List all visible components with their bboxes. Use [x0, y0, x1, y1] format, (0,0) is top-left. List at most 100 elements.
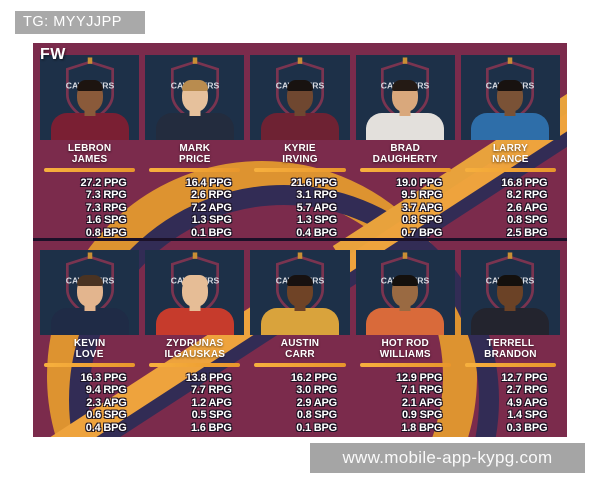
- player-photo: CAVALIERS: [250, 55, 350, 140]
- player-avatar: [461, 78, 560, 140]
- stat-value: 16.8 PPG: [501, 176, 548, 189]
- stat-value: 0.4 BPG: [296, 226, 337, 239]
- player-jersey: [50, 113, 129, 140]
- player-hair: [181, 275, 208, 286]
- player-hair: [392, 275, 419, 286]
- player-jersey: [261, 308, 339, 335]
- tg-watermark-badge: TG: MYYJJPP: [15, 11, 145, 34]
- player-neck: [84, 303, 96, 311]
- player-jersey: [366, 308, 445, 335]
- player-jersey: [366, 113, 445, 140]
- gold-underline: [43, 168, 136, 172]
- player-photo: CAVALIERS: [250, 250, 350, 335]
- player-name: TERRELL BRANDON: [461, 338, 560, 360]
- stat-value: 9.5 RPG: [401, 189, 443, 202]
- stat-value: 2.6 APG: [507, 201, 548, 214]
- player-last-name: PRICE: [179, 154, 211, 165]
- gold-underline: [43, 363, 136, 367]
- gold-underline: [149, 168, 241, 172]
- stat-value: 1.3 SPG: [296, 214, 337, 227]
- player-first-name: HOT ROD: [381, 338, 429, 349]
- stat-value: 16.4 PPG: [185, 176, 232, 189]
- stat-value: 0.3 BPG: [506, 421, 548, 434]
- player-hair: [497, 80, 524, 91]
- stat-value: 0.5 SPG: [191, 409, 232, 422]
- player-stats: 12.9 PPG 7.1 RPG 2.1 APG 0.9 SPG 1.8 BPG: [368, 372, 442, 435]
- player-neck: [84, 108, 96, 116]
- gold-underline: [149, 363, 241, 367]
- stat-value: 3.7 APG: [401, 201, 443, 214]
- player-card: CAVALIERS ZYDRUNAS ILGAUSKAS 13.8 PPG7.7…: [145, 250, 245, 434]
- player-hair: [287, 275, 313, 286]
- stat-value: 0.6 SPG: [86, 409, 127, 422]
- stat-value: 27.2 PPG: [80, 176, 127, 189]
- stat-value: 1.4 SPG: [507, 409, 548, 422]
- player-jersey: [471, 113, 550, 140]
- stat-value: 0.8 SPG: [296, 409, 337, 422]
- stat-value: 1.2 APG: [191, 396, 232, 409]
- player-hair: [497, 275, 524, 286]
- gold-underline: [254, 363, 346, 367]
- player-hair: [287, 80, 313, 91]
- stat-value: 0.7 BPG: [401, 226, 443, 239]
- stat-value: 2.3 APG: [86, 396, 127, 409]
- player-first-name: AUSTIN: [280, 338, 320, 349]
- player-last-name: NANCE: [492, 154, 529, 165]
- stat-value: 0.8 SPG: [507, 214, 548, 227]
- player-neck: [294, 108, 306, 116]
- player-first-name: KEVIN: [73, 338, 106, 349]
- stat-value: 0.4 BPG: [85, 421, 127, 434]
- player-first-name: BRAD: [390, 143, 421, 154]
- stat-value: 7.1 RPG: [401, 384, 443, 397]
- player-photo: CAVALIERS: [40, 250, 140, 335]
- player-photo: CAVALIERS: [355, 250, 455, 335]
- stat-value: 7.3 RPG: [85, 201, 127, 214]
- gold-underline: [254, 168, 346, 172]
- player-avatar: [250, 273, 349, 335]
- player-photo: CAVALIERS: [460, 55, 561, 140]
- stat-value: 16.2 PPG: [290, 371, 337, 384]
- stat-value: 9.4 RPG: [85, 384, 127, 397]
- player-photo: CAVALIERS: [145, 250, 245, 335]
- player-photo: CAVALIERS: [355, 55, 455, 140]
- player-last-name: BRANDON: [484, 349, 537, 360]
- stat-value: 8.2 RPG: [506, 189, 548, 202]
- player-name: KEVIN LOVE: [40, 338, 139, 360]
- stat-value: 5.7 APG: [296, 201, 338, 214]
- stat-value: 3.0 RPG: [296, 384, 337, 397]
- player-neck: [189, 303, 201, 311]
- stat-value: 0.1 BPG: [191, 226, 232, 239]
- stat-value: 13.8 PPG: [185, 371, 232, 384]
- player-hair: [76, 275, 103, 286]
- stat-value: 4.9 APG: [507, 396, 548, 409]
- player-stats: 16.4 PPG 2.6 RPG 7.2 APG 1.3 SPG 0.1 BPG: [158, 177, 232, 240]
- player-last-name: WILLIAMS: [379, 349, 431, 360]
- player-jersey: [261, 113, 339, 140]
- player-last-name: ILGAUSKAS: [164, 349, 226, 360]
- player-name: ZYDRUNAS ILGAUSKAS: [145, 338, 244, 360]
- player-avatar: [250, 78, 349, 140]
- gold-underline: [464, 363, 557, 367]
- player-avatar: [145, 273, 244, 335]
- player-stats: 19.0 PPG 9.5 RPG 3.7 APG 0.8 SPG 0.7 BPG: [368, 177, 442, 240]
- player-avatar: [40, 273, 139, 335]
- player-name: HOT ROD WILLIAMS: [356, 338, 455, 360]
- player-first-name: LARRY: [492, 143, 528, 154]
- player-stats: 16.2 PPG 3.0 RPG 2.9 APG 0.8 SPG 0.1 BPG: [263, 372, 337, 435]
- stat-value: 0.8 SPG: [402, 214, 443, 227]
- row-divider: [33, 238, 567, 241]
- stat-value: 0.9 SPG: [402, 409, 443, 422]
- player-stats: 16.8 PPG 8.2 RPG 2.6 APG 0.8 SPG 2.5 BPG: [473, 177, 547, 240]
- stat-value: 2.7 RPG: [506, 384, 548, 397]
- stat-value: 12.9 PPG: [396, 371, 443, 384]
- player-avatar: [461, 273, 560, 335]
- player-first-name: MARK: [179, 143, 211, 154]
- player-last-name: IRVING: [282, 154, 318, 165]
